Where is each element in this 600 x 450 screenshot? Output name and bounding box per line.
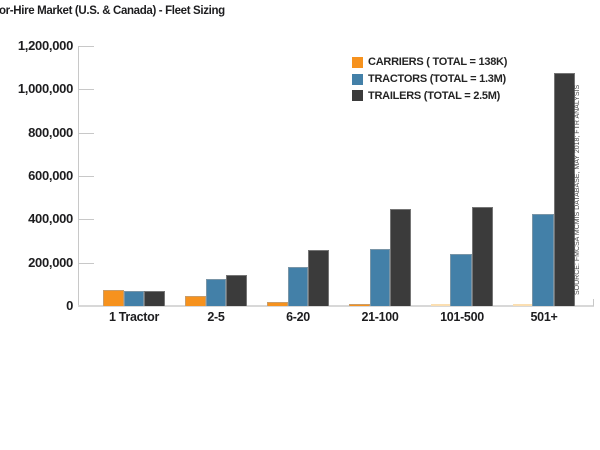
legend-item-trailers: TRAILERS (TOTAL = 2.5M) [352, 87, 507, 104]
bar-tractors-501- [532, 213, 554, 306]
x-axis-end-tick [593, 299, 594, 306]
x-axis-label-101-500: 101-500 [440, 310, 484, 324]
bar-group-1-tractor [103, 290, 166, 306]
y-tick [78, 219, 94, 221]
bar-carriers-501- [513, 304, 533, 306]
bar-carriers-1-tractor [103, 290, 124, 306]
y-axis-tick-label: 0 [66, 298, 73, 313]
legend-label-tractors: TRACTORS (TOTAL = 1.3M) [368, 73, 506, 86]
bar-tractors-2-5 [205, 278, 227, 306]
source-note: SOURCE: FMCSA MCMIS DATABASE, MAY 2018; … [574, 84, 581, 295]
bar-group-21-100 [349, 208, 412, 306]
x-axis-label-21-100: 21-100 [361, 310, 399, 324]
bar-tractors-1-tractor [123, 290, 145, 306]
bar-trailers-6-20 [308, 249, 330, 306]
plot-area [78, 46, 594, 307]
bar-group-6-20 [267, 249, 330, 306]
y-axis-tick-label: 800,000 [28, 124, 73, 140]
x-axis-label-1-tractor: 1 Tractor [108, 310, 160, 324]
y-tick [78, 89, 94, 91]
bar-carriers-6-20 [267, 301, 288, 306]
bar-trailers-501- [553, 73, 575, 306]
legend-swatch-tractors [352, 73, 363, 85]
x-axis-label-6-20: 6-20 [286, 310, 310, 324]
legend-item-carriers: CARRIERS ( TOTAL = 138K) [352, 54, 507, 71]
legend-label-trailers: TRAILERS (TOTAL = 2.5M) [368, 89, 501, 102]
y-tick [78, 46, 94, 47]
x-axis-baseline [78, 305, 594, 307]
y-tick [78, 262, 94, 264]
bar-tractors-6-20 [287, 267, 309, 306]
y-axis-tick-label: 200,000 [28, 254, 73, 270]
legend-swatch-carriers [352, 56, 363, 68]
y-axis-tick-label: 600,000 [28, 168, 73, 183]
legend-swatch-trailers [352, 90, 363, 102]
x-axis-label-501-: 501+ [530, 310, 558, 324]
legend-label-carriers: CARRIERS ( TOTAL = 138K) [368, 56, 508, 69]
bar-group-2-5 [185, 274, 248, 306]
bar-group-101-500 [431, 207, 493, 306]
bar-carriers-2-5 [185, 296, 206, 306]
bar-trailers-101-500 [471, 207, 493, 306]
y-axis-tick-label: 1,000,000 [17, 81, 73, 97]
bar-group-501- [513, 73, 575, 306]
y-axis-tick-label: 400,000 [28, 211, 73, 227]
y-tick [78, 176, 94, 177]
bar-carriers-21-100 [349, 303, 370, 306]
bar-tractors-21-100 [369, 248, 391, 306]
legend: CARRIERS ( TOTAL = 138K) TRACTORS (TOTAL … [352, 54, 507, 104]
bar-tractors-101-500 [450, 254, 472, 306]
bar-trailers-1-tractor [144, 290, 166, 306]
y-tick [78, 132, 94, 134]
y-axis-tick-label: 1,200,000 [17, 38, 73, 53]
bar-trailers-2-5 [226, 274, 248, 306]
chart-title: or-Hire Market (U.S. & Canada) - Fleet S… [0, 5, 225, 17]
legend-item-tractors: TRACTORS (TOTAL = 1.3M) [352, 71, 507, 88]
bar-trailers-21-100 [390, 208, 412, 306]
bar-carriers-101-500 [431, 304, 451, 306]
x-axis-label-2-5: 2-5 [207, 310, 225, 324]
